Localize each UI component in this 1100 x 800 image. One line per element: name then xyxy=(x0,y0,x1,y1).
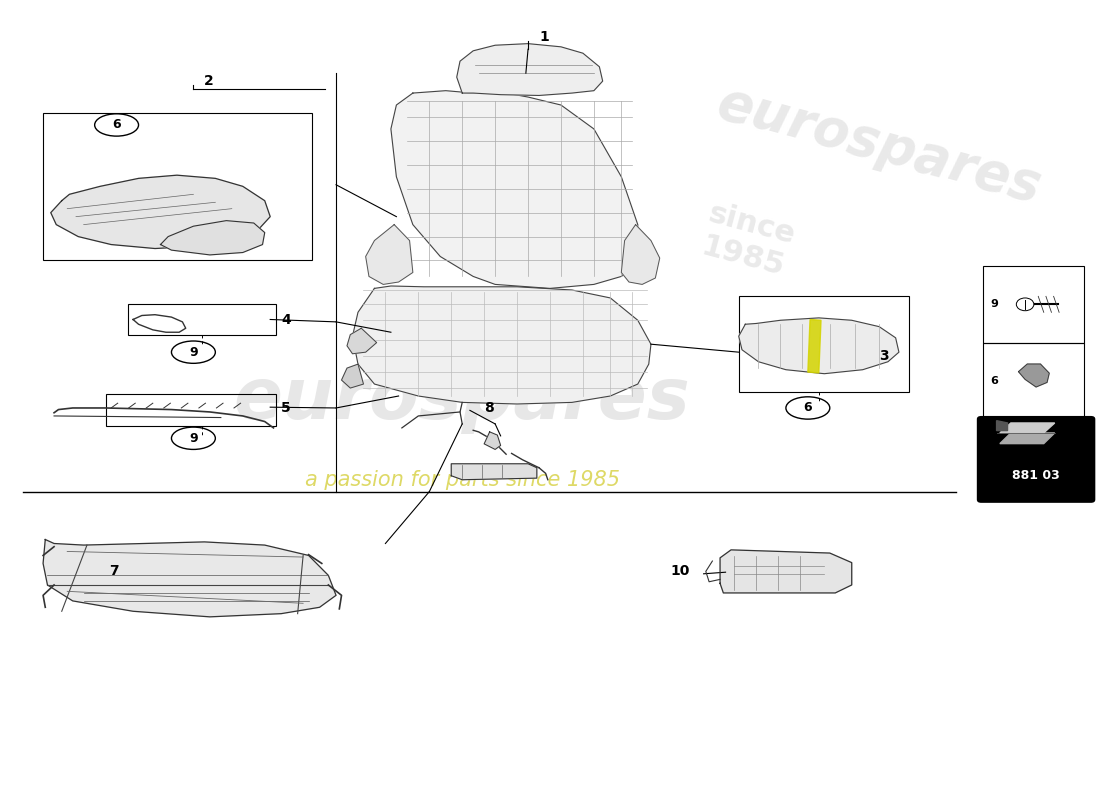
Bar xyxy=(106,394,276,426)
Text: 9: 9 xyxy=(189,346,198,358)
Text: 3: 3 xyxy=(879,349,889,363)
Polygon shape xyxy=(161,221,265,255)
Polygon shape xyxy=(720,550,851,593)
Text: 6: 6 xyxy=(112,118,121,131)
Bar xyxy=(128,304,276,334)
Polygon shape xyxy=(1000,433,1055,444)
Text: a passion for parts since 1985: a passion for parts since 1985 xyxy=(305,470,619,490)
Text: 4: 4 xyxy=(282,314,290,327)
Text: eurospares: eurospares xyxy=(712,77,1047,213)
Bar xyxy=(43,113,312,261)
Text: 1: 1 xyxy=(539,30,549,44)
Text: 10: 10 xyxy=(671,565,690,578)
Polygon shape xyxy=(352,286,651,404)
Text: 8: 8 xyxy=(484,401,494,415)
Polygon shape xyxy=(997,421,1008,430)
Polygon shape xyxy=(51,175,271,249)
Polygon shape xyxy=(739,318,899,374)
Polygon shape xyxy=(1019,364,1049,387)
Text: 6: 6 xyxy=(803,402,812,414)
Text: 2: 2 xyxy=(205,74,214,88)
Text: 881 03: 881 03 xyxy=(1012,470,1060,482)
Polygon shape xyxy=(346,328,376,354)
Text: since
1985: since 1985 xyxy=(696,199,799,282)
Polygon shape xyxy=(621,225,660,285)
Polygon shape xyxy=(365,225,412,285)
FancyBboxPatch shape xyxy=(977,416,1096,503)
Bar xyxy=(983,266,1085,342)
Circle shape xyxy=(1016,298,1034,310)
Polygon shape xyxy=(341,364,363,388)
Polygon shape xyxy=(484,432,500,450)
Bar xyxy=(983,342,1085,419)
Text: eurospares: eurospares xyxy=(234,366,691,434)
Polygon shape xyxy=(1000,423,1055,433)
Text: 9: 9 xyxy=(189,432,198,445)
Text: 6: 6 xyxy=(990,376,998,386)
Text: 7: 7 xyxy=(109,565,119,578)
Text: 9: 9 xyxy=(990,299,998,310)
Bar xyxy=(739,296,909,392)
Polygon shape xyxy=(807,319,821,373)
Polygon shape xyxy=(43,539,336,617)
Text: 5: 5 xyxy=(282,401,290,415)
Polygon shape xyxy=(456,44,603,95)
Polygon shape xyxy=(451,464,537,480)
Polygon shape xyxy=(390,90,638,288)
